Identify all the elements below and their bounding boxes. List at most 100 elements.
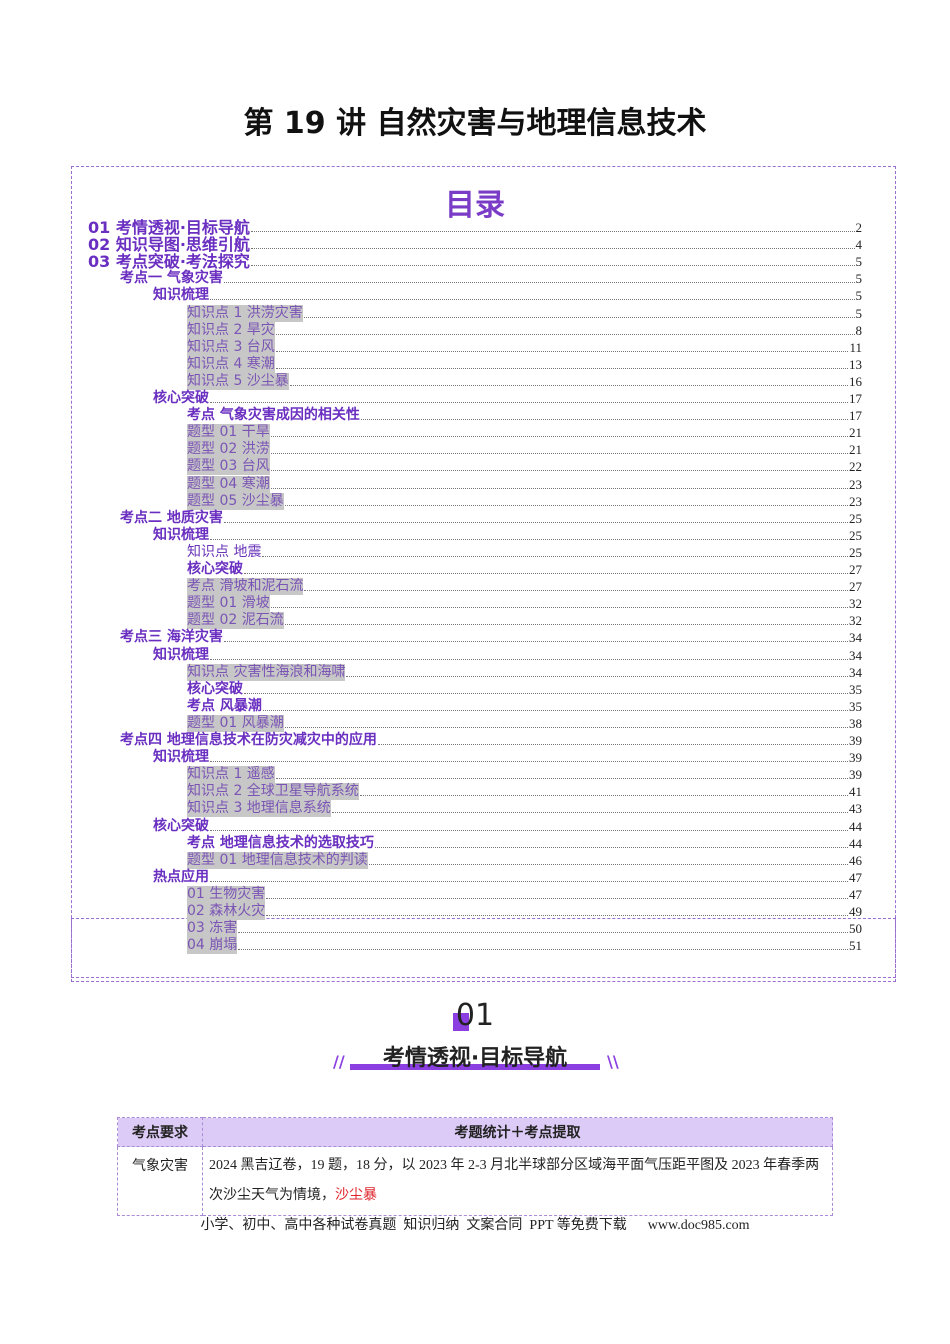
- leader: [368, 863, 848, 865]
- toc-page: 35: [849, 681, 862, 697]
- toc-page: 22: [849, 459, 862, 475]
- toc-page: 25: [849, 544, 862, 560]
- leader: [250, 231, 855, 232]
- toc-page: 5: [855, 288, 863, 304]
- toc-text: 核心突破: [187, 561, 243, 577]
- toc-entry: 题型 05 沙尘暴 23: [187, 492, 862, 510]
- toc-text: 考点四 地理信息技术在防灾减灾中的应用: [120, 732, 377, 748]
- table: 考点要求 考题统计＋考点提取 气象灾害 2024 黑吉辽卷，19 题，18 分，以…: [117, 1117, 833, 1216]
- toc-page: 50: [849, 921, 862, 937]
- toc-page: 27: [849, 579, 862, 595]
- leader: [266, 915, 848, 916]
- toc-page: 47: [849, 886, 862, 902]
- toc-page: 44: [849, 818, 862, 834]
- leader: [374, 846, 848, 848]
- toc-page: 5: [855, 254, 863, 270]
- leader: [210, 829, 848, 831]
- deco: //: [333, 1052, 345, 1071]
- toc-text: 知识点 3 台风: [187, 338, 275, 356]
- toc-entry: 知识梳理 39: [153, 749, 862, 766]
- toc-page: 34: [849, 647, 862, 663]
- toc-page: 11: [849, 339, 862, 355]
- toc-entry: 核心突破 17: [153, 390, 862, 407]
- toc-text: 考点 气象灾害成因的相关性: [187, 407, 360, 424]
- section-title: 考情透视·目标导航: [382, 1046, 568, 1071]
- toc-entry: 01 考情透视·目标导航 2: [88, 219, 862, 236]
- leader: [223, 282, 855, 284]
- toc-page: 25: [849, 510, 862, 526]
- footer: 小学、初中、高中各种试卷真题 知识归纳 文案合同 PPT 等免费下载 www.d…: [200, 1218, 750, 1233]
- toc-entry: 题型 03 台风 22: [187, 458, 862, 476]
- leader: [250, 248, 855, 250]
- toc-entry: 知识点 1 洪涝灾害 5: [187, 304, 862, 322]
- toc-entry: 02 知识导图·思维引航 4: [88, 236, 862, 253]
- toc-text: 知识点 2 旱灾: [187, 321, 275, 339]
- leader: [275, 333, 855, 335]
- toc-text: 题型 01 地理信息技术的判读: [187, 851, 368, 869]
- toc-page: 44: [849, 835, 862, 851]
- toc-entry: 题型 01 风暴潮 38: [187, 714, 862, 732]
- toc-page: 17: [849, 391, 862, 406]
- toc-entry: 考点三 海洋灾害 34: [120, 629, 862, 646]
- toc-page: 23: [849, 476, 862, 492]
- toc-entry: 考点一 气象灾害 5: [120, 270, 862, 287]
- toc-text: 题型 02 泥石流: [187, 612, 284, 630]
- toc-page: 32: [849, 596, 862, 612]
- leader: [210, 402, 848, 403]
- leader: [262, 709, 848, 711]
- toc-text: 知识点 5 沙尘暴: [187, 372, 289, 390]
- toc-entry: 考点 气象灾害成因的相关性 17: [187, 407, 862, 424]
- toc-entry: 知识梳理 25: [153, 527, 862, 544]
- table-header: 考题统计＋考点提取: [202, 1117, 833, 1147]
- toc-text: 知识点 4 寒潮: [187, 355, 275, 373]
- toc-entry: 题型 01 地理信息技术的判读 46: [187, 851, 862, 869]
- toc-entry: 知识点 2 全球卫星导航系统 41: [187, 783, 862, 801]
- deco: \\: [607, 1052, 619, 1071]
- toc-entry: 01 生物灾害 47: [187, 885, 862, 903]
- toc-entry: 考点四 地理信息技术在防灾减灾中的应用 39: [120, 732, 862, 749]
- toc-page: 16: [849, 373, 862, 389]
- toc-text: 知识点 3 地理信息系统: [187, 800, 331, 818]
- toc-heading: 目录: [445, 188, 505, 223]
- section-number: 01: [455, 998, 495, 1033]
- toc-text: 考点一 气象灾害: [120, 270, 223, 287]
- toc-entry: 考点 风暴潮 35: [187, 698, 862, 715]
- toc-text: 04 崩塌: [187, 937, 238, 955]
- toc-text: 02 知识导图·思维引航: [88, 235, 250, 255]
- toc-entry: 知识点 灾害性海浪和海啸 34: [187, 663, 862, 681]
- leader: [238, 949, 848, 951]
- section-underline: [350, 1064, 600, 1070]
- toc-page: 51: [849, 938, 862, 954]
- toc-entry: 知识点 1 遥感 39: [187, 766, 862, 784]
- toc-page: 38: [849, 715, 862, 731]
- toc-entry: 知识点 3 地理信息系统 43: [187, 800, 862, 818]
- toc-text: 03 考点突破·考法探究: [88, 252, 250, 272]
- toc-page: 39: [849, 750, 862, 766]
- toc-text: 知识梳理: [153, 526, 209, 543]
- toc-page: 39: [849, 733, 862, 748]
- toc-entry: 03 冻害 50: [187, 920, 862, 938]
- toc-text: 知识点 1 遥感: [187, 766, 275, 784]
- leader: [210, 299, 855, 301]
- toc-entry: 题型 02 洪涝 21: [187, 441, 862, 459]
- toc-text: 考点二 地质灾害: [120, 509, 223, 526]
- toc-entry: 热点应用 47: [153, 869, 862, 886]
- toc-page: 35: [849, 698, 862, 714]
- toc-page: 21: [849, 442, 862, 458]
- toc-text: 03 冻害: [187, 920, 238, 938]
- leader: [331, 812, 848, 814]
- leader: [223, 641, 848, 643]
- toc-text: 考点 地理信息技术的选取技巧: [187, 834, 374, 851]
- toc-page: 17: [849, 408, 862, 424]
- leader: [284, 624, 848, 626]
- toc-text: 题型 01 滑坡: [187, 595, 270, 613]
- toc-text: 热点应用: [153, 868, 209, 885]
- toc-text: 考点 风暴潮: [187, 697, 262, 714]
- toc-page: 23: [849, 493, 862, 509]
- toc-entry: 核心突破 27: [187, 561, 862, 578]
- toc-text: 题型 01 干旱: [187, 424, 270, 442]
- cell-text: 2024 黑吉辽卷，19 题，18 分，以 2023 年 2-3 月北半球部分区…: [209, 1158, 820, 1203]
- leader: [270, 607, 848, 609]
- toc-page: 5: [855, 271, 863, 287]
